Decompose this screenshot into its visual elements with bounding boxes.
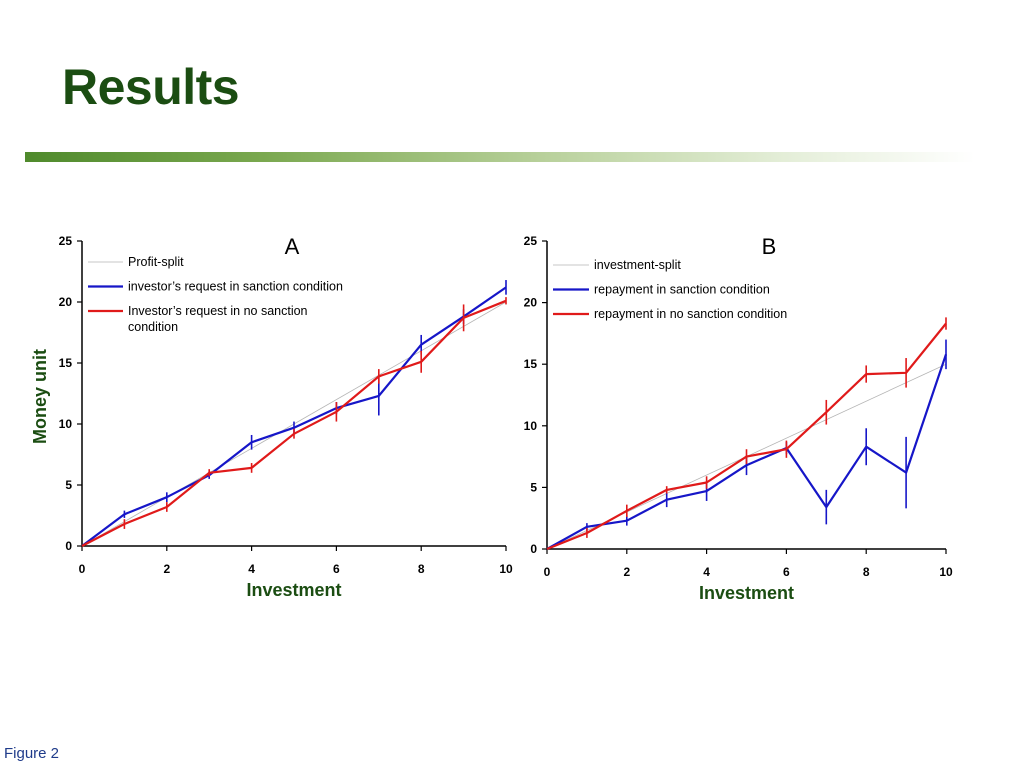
x-tick-label: 4 <box>248 562 255 576</box>
figure-caption: Figure 2 <box>4 745 60 762</box>
y-tick-label: 10 <box>59 417 73 431</box>
x-tick-label: 6 <box>783 565 790 579</box>
y-tick-label: 20 <box>59 295 73 309</box>
x-axis-label: Investment <box>246 580 341 600</box>
x-tick-label: 2 <box>623 565 630 579</box>
title-divider <box>25 152 975 162</box>
chart-panel-a: 0 5 10 15 20 25 0 2 4 6 8 10 Investment Money unit A Pr… <box>30 234 513 600</box>
legend-label: repayment in no sanction condition <box>594 307 787 321</box>
chart-panel-b: 0 5 10 15 20 25 0 2 4 6 8 10 Investment Binvestment-s… <box>524 234 953 603</box>
panel-label: A <box>285 234 300 259</box>
legend-label: Profit-split <box>128 255 184 269</box>
y-tick-label: 10 <box>524 419 538 433</box>
x-tick-label: 10 <box>939 565 953 579</box>
y-tick-label: 25 <box>524 234 538 248</box>
legend-label: Investor’s request in no sanction conditi… <box>128 304 308 334</box>
y-tick-label: 0 <box>65 539 72 553</box>
y-tick-label: 5 <box>65 478 72 492</box>
x-tick-label: 6 <box>333 562 340 576</box>
y-tick-label: 20 <box>524 296 538 310</box>
x-tick-label: 10 <box>499 562 513 576</box>
legend-label: investor’s request in sanction condition <box>128 280 343 294</box>
legend-label: investment-split <box>594 258 681 272</box>
x-tick-label: 0 <box>79 562 86 576</box>
x-tick-label: 0 <box>544 565 551 579</box>
x-tick-label: 8 <box>418 562 425 576</box>
x-tick-label: 2 <box>163 562 170 576</box>
x-tick-label: 4 <box>703 565 710 579</box>
x-tick-label: 8 <box>863 565 870 579</box>
series-line <box>546 322 947 551</box>
y-tick-label: 25 <box>59 234 73 248</box>
panel-label: B <box>762 234 777 259</box>
y-tick-label: 15 <box>524 357 538 371</box>
y-tick-label: 15 <box>59 356 73 370</box>
slide-title: Results <box>62 59 240 115</box>
x-axis-label: Investment <box>699 583 794 603</box>
y-axis-label: Money unit <box>30 349 50 444</box>
legend-label: repayment in sanction condition <box>594 283 770 297</box>
y-tick-label: 0 <box>530 542 537 556</box>
y-tick-label: 5 <box>530 480 537 494</box>
